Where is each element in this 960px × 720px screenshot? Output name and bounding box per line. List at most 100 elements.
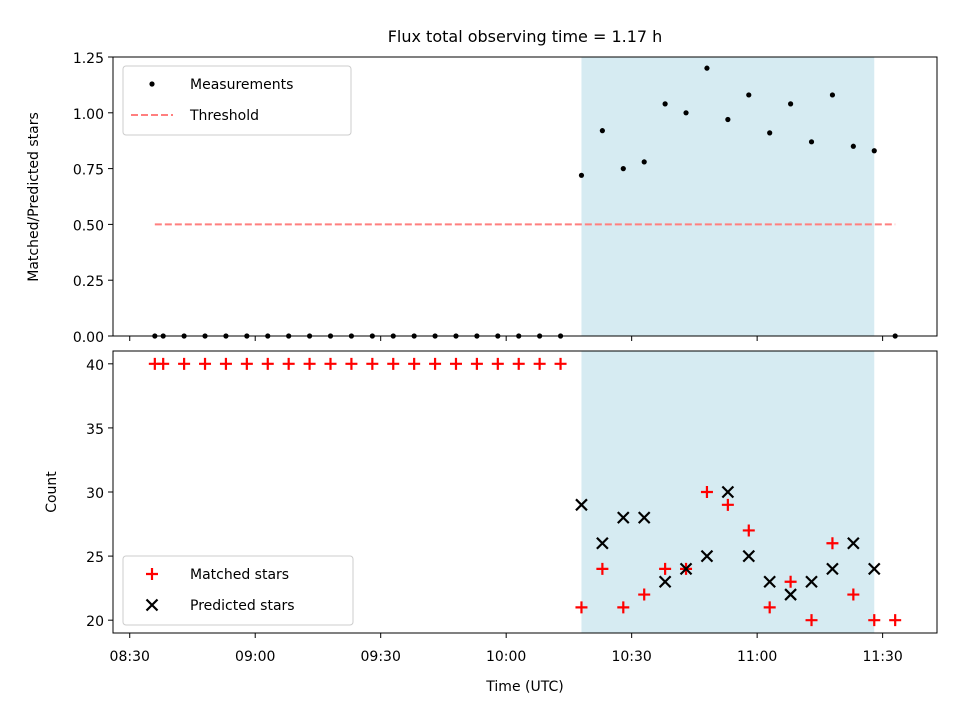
top-legend-box (122, 65, 352, 136)
top-y-axis: 0.00 0.25 0.50 0.75 1.00 1.25 (73, 51, 884, 346)
top-legend: Measurements Threshold (122, 65, 352, 136)
predicted-stars-legend-label: Predicted stars (190, 598, 295, 614)
measurements-point (767, 130, 773, 136)
matched-stars-point (199, 357, 212, 370)
measurements-point (683, 110, 689, 116)
x-tick-label: 10:00 (486, 649, 526, 665)
matched-stars-point (178, 357, 191, 370)
bottom-panel: 20 25 30 35 40 08:30 09:00 09:30 10:00 10:30 11:0… (44, 350, 938, 695)
matched-stars-point (763, 601, 776, 614)
matched-stars-point (491, 357, 504, 370)
matched-stars-point (617, 601, 630, 614)
x-tick-label: 08:30 (110, 649, 150, 665)
bottom-legend-box (122, 555, 354, 626)
matched-stars-point (554, 357, 567, 370)
measurements-point (746, 92, 752, 98)
matched-stars-point (638, 588, 651, 601)
predicted-stars-point (847, 536, 860, 550)
matched-stars-point (889, 614, 902, 627)
predicted-stars-legend-swatch (145, 598, 159, 612)
predicted-stars-point (867, 562, 881, 576)
measurements-point (725, 116, 731, 123)
measurements-point (620, 166, 626, 172)
x-tick-label: 09:00 (235, 649, 275, 665)
predicted-stars-point (596, 536, 609, 550)
measurements-point (578, 172, 585, 178)
matched-stars-legend-label: Matched stars (190, 567, 289, 583)
matched-stars-point (219, 357, 232, 370)
top-y-tick-label: 0.25 (73, 274, 104, 290)
top-y-tick-label: 1.00 (73, 107, 104, 123)
matched-stars-point (240, 357, 253, 370)
matched-stars-point (324, 357, 337, 370)
matched-stars-point (449, 357, 462, 370)
predicted-stars-point (763, 575, 776, 589)
x-tick-label: 09:30 (361, 649, 401, 665)
bottom-y-tick-label: 40 (86, 358, 104, 374)
top-y-tick-label: 1.25 (73, 51, 104, 67)
top-y-tick-label: 0.75 (73, 163, 104, 179)
top-plot-frame (112, 56, 938, 337)
measurements-legend-label: Measurements (190, 77, 293, 93)
top-y-axis-label: Matched/Predicted stars (26, 112, 42, 282)
bottom-y-axis-label: Count (44, 471, 60, 513)
predicted-stars-point (805, 575, 818, 589)
matched-stars-point (596, 562, 609, 575)
predicted-stars-point (721, 485, 735, 499)
measurements-point (662, 101, 668, 107)
x-axis-label: Time (UTC) (485, 679, 563, 695)
bottom-y-tick-label: 30 (86, 486, 104, 502)
top-y-tick-label: 0.50 (73, 218, 104, 234)
measurements-point (871, 148, 877, 154)
matched-stars-point (700, 486, 713, 498)
measurements-point (704, 65, 710, 71)
matched-stars-point (868, 614, 881, 627)
matched-stars-point (470, 357, 483, 370)
bottom-series (148, 357, 902, 627)
predicted-stars-point (658, 575, 672, 589)
matched-stars-point (826, 537, 839, 550)
matched-stars-point (157, 357, 170, 370)
matched-stars-point (805, 614, 818, 627)
measurements-point (850, 143, 856, 149)
matched-stars-point (512, 357, 525, 370)
matched-stars-point (742, 524, 755, 537)
matched-stars-legend-swatch (146, 568, 158, 580)
matched-stars-point (847, 588, 860, 601)
bottom-y-tick-label: 20 (86, 614, 104, 630)
predicted-stars-point (575, 498, 588, 512)
matched-stars-point (303, 357, 316, 370)
matched-stars-point (408, 357, 421, 370)
bottom-y-tick-label: 25 (86, 550, 104, 566)
bottom-x-axis: 08:30 09:00 09:30 10:00 10:30 11:00 11:30 (110, 633, 903, 665)
matched-stars-point (575, 601, 588, 614)
bottom-y-tick-label: 35 (86, 422, 104, 438)
predicted-stars-point (679, 562, 693, 576)
measurements-point (788, 101, 794, 107)
predicted-stars-point (637, 511, 651, 524)
highlight-span-rect (581, 57, 875, 336)
matched-stars-point (533, 357, 546, 370)
bottom-plot-frame (112, 350, 938, 634)
top-series (152, 65, 898, 339)
measurements-point (641, 159, 647, 165)
predicted-stars-point (826, 562, 839, 576)
top-highlight-span (581, 57, 875, 336)
predicted-stars-point (742, 549, 756, 563)
predicted-stars-point (784, 588, 797, 601)
measurements-point (829, 92, 836, 98)
matched-stars-point (282, 357, 295, 370)
x-tick-label: 11:30 (862, 649, 902, 665)
measurements-point (808, 139, 815, 145)
predicted-stars-point (617, 511, 630, 524)
matched-stars-point (721, 498, 734, 511)
x-tick-label: 10:30 (611, 649, 651, 665)
matched-stars-point (366, 357, 379, 370)
matched-stars-point (659, 562, 672, 575)
chart-title: Flux total observing time = 1.17 h (388, 27, 663, 46)
matched-stars-point (261, 357, 274, 370)
matched-stars-point (345, 357, 358, 370)
bottom-legend: Matched stars Predicted stars (122, 555, 354, 626)
matched-stars-point (784, 575, 797, 588)
